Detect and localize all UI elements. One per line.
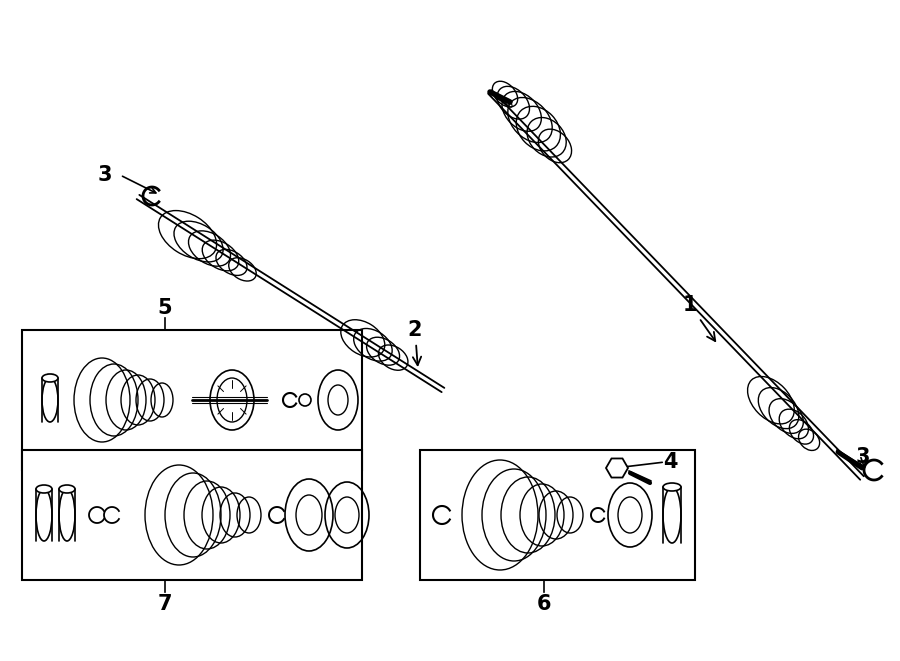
Text: 3: 3: [856, 447, 870, 467]
Text: 1: 1: [683, 295, 716, 341]
Bar: [22, 450, 362, 580]
Bar: [420, 450, 695, 580]
Ellipse shape: [42, 374, 58, 382]
Bar: [22, 330, 362, 470]
Polygon shape: [606, 459, 628, 477]
Text: 6: 6: [536, 594, 551, 614]
Text: 4: 4: [662, 452, 677, 472]
Ellipse shape: [59, 485, 75, 493]
Ellipse shape: [663, 483, 681, 491]
Ellipse shape: [36, 485, 52, 493]
Text: 2: 2: [408, 320, 422, 366]
Text: 7: 7: [158, 594, 172, 614]
Text: 3: 3: [98, 165, 112, 185]
Text: 5: 5: [158, 298, 172, 318]
